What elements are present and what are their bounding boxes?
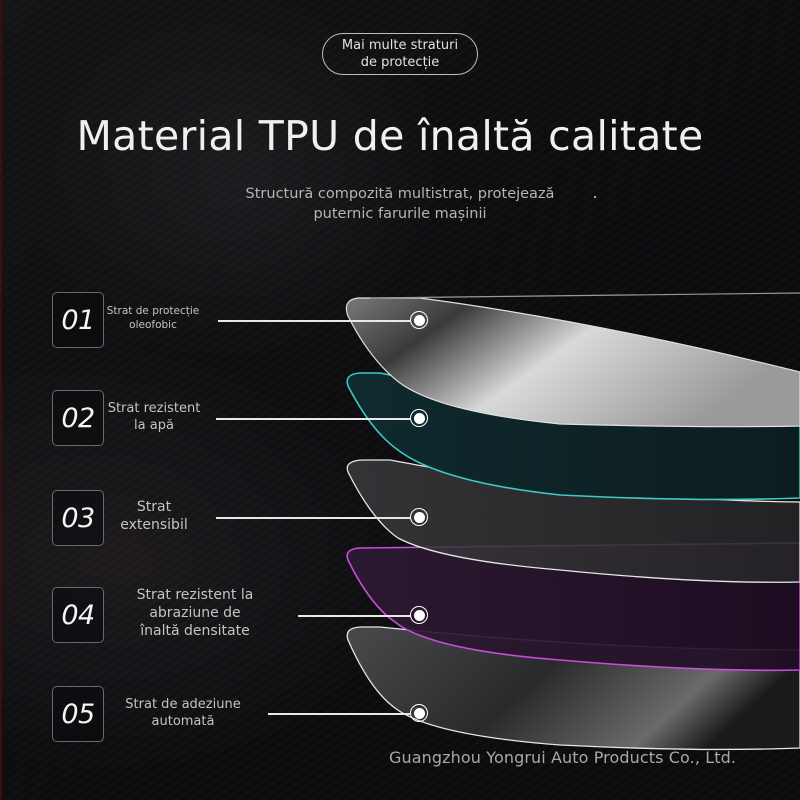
label-line: abraziune de	[149, 605, 241, 622]
layer-1-top-edge	[369, 292, 800, 299]
circle-dot-icon	[410, 606, 428, 624]
badge-line-1: Mai multe straturi	[341, 38, 459, 53]
label-line: la apă	[134, 417, 174, 433]
layer-label-05: Strat de adeziune automată	[112, 697, 254, 731]
label-line: Strat rezistent la	[136, 587, 254, 603]
layer-number-05: 05	[52, 686, 104, 742]
layer-label-01: Strat de protecție oleofobic	[104, 305, 202, 332]
connector-line-03	[216, 517, 410, 519]
layer-number-04: 04	[52, 587, 104, 643]
label-line: înaltă densitate	[140, 623, 250, 640]
label-line: Strat de adeziune	[125, 697, 241, 712]
circle-dot-icon	[410, 311, 428, 329]
decorative-speck	[594, 196, 596, 198]
layer-1-film	[345, 297, 800, 428]
protection-layers-badge: Mai multe straturi de protecție	[322, 33, 478, 75]
layer-label-02: Strat rezistent la apă	[104, 401, 204, 435]
badge-line-2: de protecție	[360, 55, 440, 70]
label-line: Strat	[136, 499, 172, 515]
frame-edge	[0, 0, 2, 800]
label-line: Strat rezistent	[107, 401, 201, 416]
circle-dot-icon	[410, 508, 428, 526]
layer-number-02: 02	[52, 390, 104, 446]
layer-label-04: Strat rezistent la abraziune de înaltă d…	[120, 586, 270, 641]
label-line: extensibil	[120, 517, 188, 534]
layer-label-03: Strat extensibil	[108, 498, 200, 534]
connector-line-02	[216, 418, 410, 420]
connector-line-05	[268, 713, 410, 715]
page-title: Material TPU de înaltă calitate	[76, 112, 704, 160]
connector-line-04	[298, 615, 410, 617]
label-line: Strat de protecție	[106, 305, 200, 317]
subtitle-line-2: puternic farurile mașinii	[313, 206, 487, 222]
connector-line-01	[218, 320, 410, 322]
label-line: automată	[151, 713, 215, 729]
page-subtitle: Structură compozită multistrat, protejea…	[190, 184, 610, 224]
company-name: Guangzhou Yongrui Auto Products Co., Ltd…	[389, 748, 737, 767]
circle-dot-icon	[410, 409, 428, 427]
subtitle-line-1: Structură compozită multistrat, protejea…	[245, 186, 555, 202]
label-line: oleofobic	[129, 318, 177, 331]
circle-dot-icon	[410, 704, 428, 722]
layer-number-03: 03	[52, 490, 104, 546]
layer-number-01: 01	[52, 292, 104, 348]
